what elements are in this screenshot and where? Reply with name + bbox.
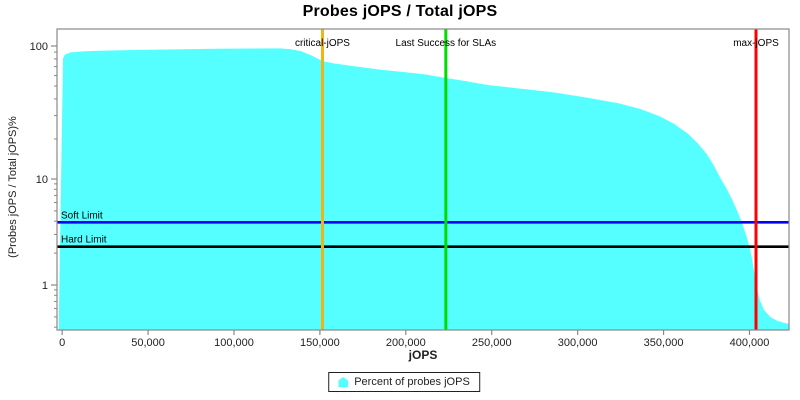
x-axis-title: jOPS [408,348,438,362]
limit-line-label-hard-limit: Hard Limit [61,235,107,246]
x-axis-tick-label: 400,000 [730,337,770,349]
area-series [58,48,789,330]
x-axis-tick-label: 250,000 [472,337,512,349]
y-axis-tick-label: 100 [30,41,48,53]
marker-line-label-max-jops: max-jOPS [733,38,779,49]
x-axis-tick-label: 50,000 [131,337,165,349]
x-axis-tick-label: 100,000 [214,337,254,349]
x-axis-tick-label: 300,000 [558,337,598,349]
area-series-marker-icon [338,377,349,387]
x-axis-tick-label: 350,000 [644,337,684,349]
marker-line-label-critical-jops: critical-jOPS [295,38,350,49]
x-axis-tick-label: 150,000 [300,337,340,349]
y-axis-tick-label: 10 [36,174,48,186]
x-axis-tick-label: 0 [59,337,65,349]
legend-box: Percent of probes jOPS [328,372,480,392]
legend-label: Percent of probes jOPS [354,376,470,388]
limit-line-label-soft-limit: Soft Limit [61,210,103,221]
y-axis-tick-label: 1 [42,280,48,292]
marker-line-label-last-success-for-slas: Last Success for SLAs [396,38,497,49]
chart-title: Probes jOPS / Total jOPS [302,3,498,20]
x-axis-tick-label: 200,000 [386,337,426,349]
